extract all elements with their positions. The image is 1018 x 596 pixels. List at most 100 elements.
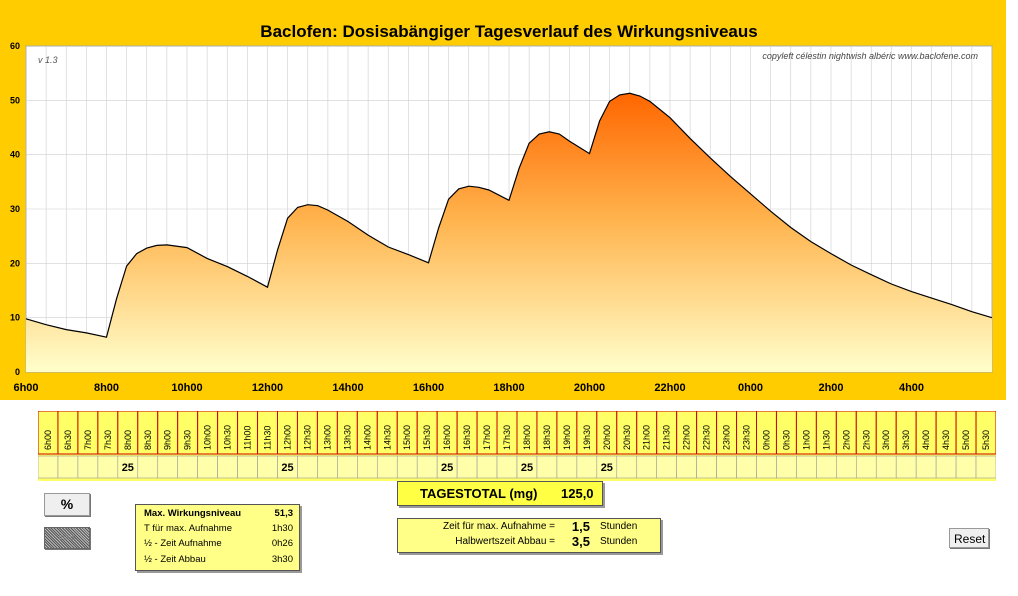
schedule-dose-cell[interactable]	[357, 455, 378, 479]
schedule-dose-cell[interactable]	[456, 455, 478, 479]
schedule-dose-cell[interactable]	[736, 455, 757, 479]
schedule-dose-value: 25	[441, 462, 453, 474]
schedule-time-label: 3h30	[901, 430, 911, 450]
schedule-dose-cell[interactable]	[496, 455, 518, 479]
schedule-dose-cell[interactable]	[855, 455, 877, 479]
schedule-dose-cell[interactable]	[776, 455, 797, 479]
schedule-dose-cell[interactable]	[536, 455, 558, 479]
x-tick-label: 10h00	[171, 382, 202, 394]
schedule-dose-cell[interactable]	[476, 455, 498, 479]
absorption-value[interactable]: 1,5	[571, 519, 590, 534]
schedule-dose-cell[interactable]	[676, 455, 697, 479]
schedule-time-label: 4h30	[941, 430, 951, 450]
x-tick-label: 18h00	[493, 382, 524, 394]
schedule-dose-cell[interactable]	[376, 455, 398, 479]
elimination-unit: Stunden	[600, 536, 638, 547]
schedule-table: 6h00 6h30 7h00 7h30 8h00 25 8h30 9h00 9h30 10h00 1…	[38, 411, 996, 481]
schedule-dose-cell[interactable]	[77, 455, 99, 479]
schedule-dose-cell[interactable]	[955, 455, 977, 479]
y-axis: 0 10 20 30 40 50 60	[10, 41, 20, 377]
schedule-dose-cell[interactable]	[796, 455, 817, 479]
max-level-value: 51,3	[274, 508, 294, 519]
x-tick-label: 6h00	[13, 382, 38, 394]
y-tick-label: 50	[10, 95, 20, 105]
schedule-dose-cell[interactable]	[157, 455, 179, 479]
elimination-row: Halbwertszeit Abbau = 3,5 Stunden	[398, 534, 660, 551]
schedule-time-label: 10h00	[203, 425, 213, 450]
schedule-dose-cell[interactable]	[616, 455, 638, 479]
schedule-time-label: 15h00	[402, 425, 412, 450]
schedule-time-label: 6h00	[43, 430, 53, 450]
schedule-time-label: 18h30	[542, 425, 552, 450]
schedule-dose-cell[interactable]	[177, 455, 198, 479]
schedule-dose-cell[interactable]	[337, 455, 358, 479]
schedule-dose-cell[interactable]	[975, 455, 996, 479]
schedule-dose-cell[interactable]	[875, 455, 897, 479]
percent-button[interactable]: %	[44, 493, 90, 516]
series-area	[26, 93, 992, 373]
schedule-time-label: 9h30	[183, 430, 193, 450]
half-elimination-label: ½ - Zeit Abbau	[144, 554, 206, 565]
schedule-time-label: 12h00	[283, 425, 293, 450]
schedule-dose-cell[interactable]	[97, 455, 119, 479]
schedule-time-label: 17h30	[502, 425, 512, 450]
schedule-dose-cell[interactable]	[317, 455, 338, 479]
absorption-row: Zeit für max. Aufnahme = 1,5 Stunden	[398, 519, 660, 536]
schedule-dose-cell[interactable]	[836, 455, 857, 479]
max-level-label: Max. Wirkungsniveau	[144, 508, 242, 519]
schedule-time-label: 21h00	[642, 425, 652, 450]
schedule-dose-cell[interactable]	[237, 455, 258, 479]
schedule-dose-cell[interactable]	[895, 455, 917, 479]
schedule-time-label: 17h00	[482, 425, 492, 450]
schedule-dose-cell[interactable]	[636, 455, 658, 479]
info-button[interactable]: Infos	[44, 527, 90, 549]
schedule-dose-cell[interactable]	[656, 455, 677, 479]
stats-row-max: Max. Wirkungsniveau 51,3	[144, 508, 293, 522]
schedule-dose-cell[interactable]	[257, 455, 278, 479]
schedule-time-label: 20h00	[602, 425, 612, 450]
schedule-time-label: 15h30	[422, 425, 432, 450]
schedule-dose-cell[interactable]	[556, 455, 578, 479]
schedule-dose-cell[interactable]	[935, 455, 957, 479]
schedule-time-label: 22h30	[702, 425, 712, 450]
schedule-dose-cell[interactable]	[38, 455, 59, 479]
half-absorption-value: 0h26	[271, 538, 293, 549]
schedule-dose-cell[interactable]	[416, 455, 438, 479]
schedule-dose-cell[interactable]	[137, 455, 159, 479]
series-line	[25, 92, 993, 338]
schedule-dose-cell[interactable]	[716, 455, 737, 479]
schedule-dose-cell[interactable]	[297, 455, 318, 479]
schedule-time-label: 6h30	[63, 430, 73, 450]
stats-row-half-elim: ½ - Zeit Abbau 3h30	[144, 554, 293, 568]
schedule-time-label: 18h00	[522, 425, 532, 450]
half-absorption-label: ½ - Zeit Aufnahme	[144, 538, 222, 549]
tmax-value: 1h30	[271, 523, 293, 534]
schedule-dose-cell[interactable]	[576, 455, 598, 479]
schedule-dose-cell[interactable]	[915, 455, 937, 479]
schedule-dose-cell[interactable]	[696, 455, 717, 479]
schedule-time-label: 19h30	[582, 425, 592, 450]
reset-button[interactable]: Reset	[949, 528, 989, 548]
tmax-label: T für max. Aufnahme	[144, 523, 233, 534]
daily-total-value: 125,0	[561, 486, 594, 501]
schedule-dose-cell[interactable]	[756, 455, 777, 479]
x-tick-label: 16h00	[413, 382, 444, 394]
x-tick-label: 12h00	[252, 382, 283, 394]
schedule-dose-cell[interactable]	[816, 455, 837, 479]
stats-row-half-abs: ½ - Zeit Aufnahme 0h26	[144, 538, 293, 552]
half-elimination-value: 3h30	[271, 554, 293, 565]
schedule-time-label: 20h30	[622, 425, 632, 450]
daily-total-box: TAGESTOTAL (mg) 125,0	[397, 481, 603, 506]
schedule-time-label: 21h30	[662, 425, 672, 450]
schedule-time-label: 5h00	[961, 430, 971, 450]
absorption-label: Zeit für max. Aufnahme =	[443, 521, 555, 532]
elimination-value[interactable]: 3,5	[571, 534, 590, 549]
schedule-dose-cell[interactable]	[396, 455, 418, 479]
schedule-time-label: 23h00	[722, 425, 732, 450]
schedule-dose-cell[interactable]	[57, 455, 79, 479]
schedule-time-label: 0h30	[781, 430, 791, 450]
schedule-time-label: 16h30	[462, 425, 472, 450]
schedule-dose-cell[interactable]	[217, 455, 238, 479]
schedule-dose-cell[interactable]	[197, 455, 218, 479]
schedule-time-label: 9h00	[163, 430, 173, 450]
